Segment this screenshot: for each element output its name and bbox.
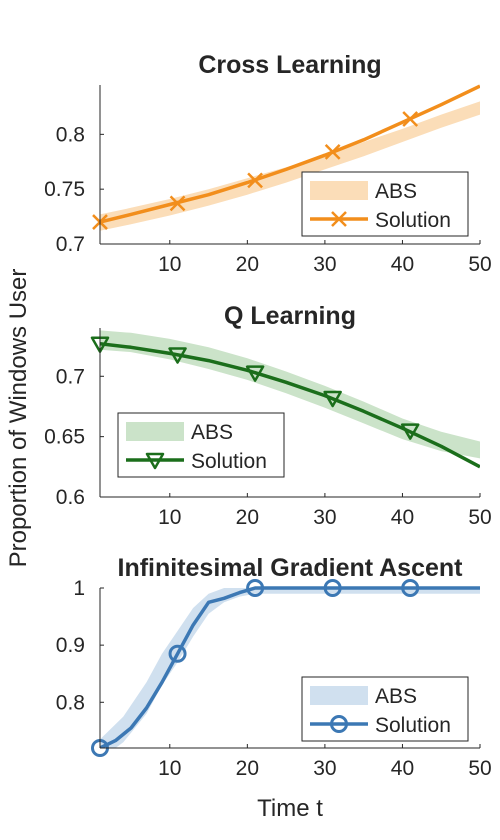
legend-swatch-abs: [310, 181, 368, 200]
legend-label-abs: ABS: [375, 180, 417, 203]
solution-marker: [401, 579, 420, 597]
solution-marker: [245, 365, 265, 382]
legend: ABS Solution: [301, 171, 469, 237]
chart-panel-2: Q Learning 10 20 30 40 50 0.6 0.65 0.7 ABS Solutio…: [44, 302, 492, 529]
x-tick-label: 50: [468, 757, 491, 780]
y-tick-label: 0.75: [44, 178, 85, 201]
legend-solution-marker: [330, 715, 348, 733]
x-tick-label: 50: [468, 253, 491, 276]
legend-solution-marker: [145, 452, 165, 470]
solution-marker: [323, 579, 342, 597]
y-tick-label: 0.7: [56, 233, 85, 256]
figure-ylabel: Proportion of Windows User: [5, 269, 32, 568]
x-tick-label: 10: [158, 506, 181, 529]
y-tick-label: 0.8: [56, 123, 85, 146]
x-tick-label: 30: [313, 506, 336, 529]
solution-line: [100, 84, 480, 224]
x-tick-label: 20: [236, 757, 259, 780]
x-tick-label: 40: [391, 757, 414, 780]
x-tick-label: 40: [391, 253, 414, 276]
chart-title: Cross Learning: [198, 51, 381, 79]
solution-marker: [247, 172, 263, 189]
x-tick-label: 40: [391, 506, 414, 529]
x-tick-label: 30: [313, 253, 336, 276]
solution-marker: [402, 111, 419, 127]
abs-band: [100, 588, 480, 748]
chart-panel-1: Cross Learning 10 20 30 40 50 0.7 0.75 0.8 ABS Sol…: [44, 51, 492, 276]
solution-line: [100, 586, 480, 748]
figure-xlabel: Time t: [257, 795, 323, 822]
legend-label-solution: Solution: [375, 209, 451, 232]
x-tick-label: 10: [158, 253, 181, 276]
solution-line: [100, 341, 480, 469]
solution-marker: [323, 390, 342, 408]
y-tick-label: 0.65: [44, 426, 85, 449]
chart-title: Infinitesimal Gradient Ascent: [118, 554, 464, 582]
solution-marker: [169, 195, 186, 212]
y-tick-label: 0.7: [56, 365, 85, 388]
legend-label-abs: ABS: [191, 421, 233, 444]
legend-swatch-abs: [310, 686, 368, 705]
legend-solution-marker: [331, 211, 347, 227]
chart-title: Q Learning: [224, 302, 356, 330]
abs-band: [100, 330, 480, 459]
x-tick-label: 30: [313, 757, 336, 780]
legend-label-solution: Solution: [375, 714, 451, 737]
solution-marker: [168, 644, 187, 663]
legend-swatch-abs: [126, 422, 184, 441]
x-tick-label: 50: [468, 506, 491, 529]
y-tick-label: 0.9: [56, 634, 85, 657]
solution-marker: [324, 144, 341, 160]
x-tick-label: 20: [236, 253, 259, 276]
y-tick-label: 0.8: [56, 691, 85, 714]
solution-marker: [400, 423, 420, 440]
y-tick-label: 1: [73, 577, 85, 600]
legend: ABS Solution: [117, 412, 285, 478]
chart-panel-3: Infinitesimal Gradient Ascent 10 20 30 40 50 0…: [56, 554, 492, 780]
legend-label-solution: Solution: [191, 450, 267, 473]
x-tick-label: 10: [158, 757, 181, 780]
x-tick-label: 20: [236, 506, 259, 529]
solution-marker: [246, 579, 265, 597]
legend: ABS Solution: [301, 676, 469, 742]
solution-marker: [168, 347, 187, 364]
y-tick-label: 0.6: [56, 486, 85, 509]
legend-label-abs: ABS: [375, 685, 417, 708]
